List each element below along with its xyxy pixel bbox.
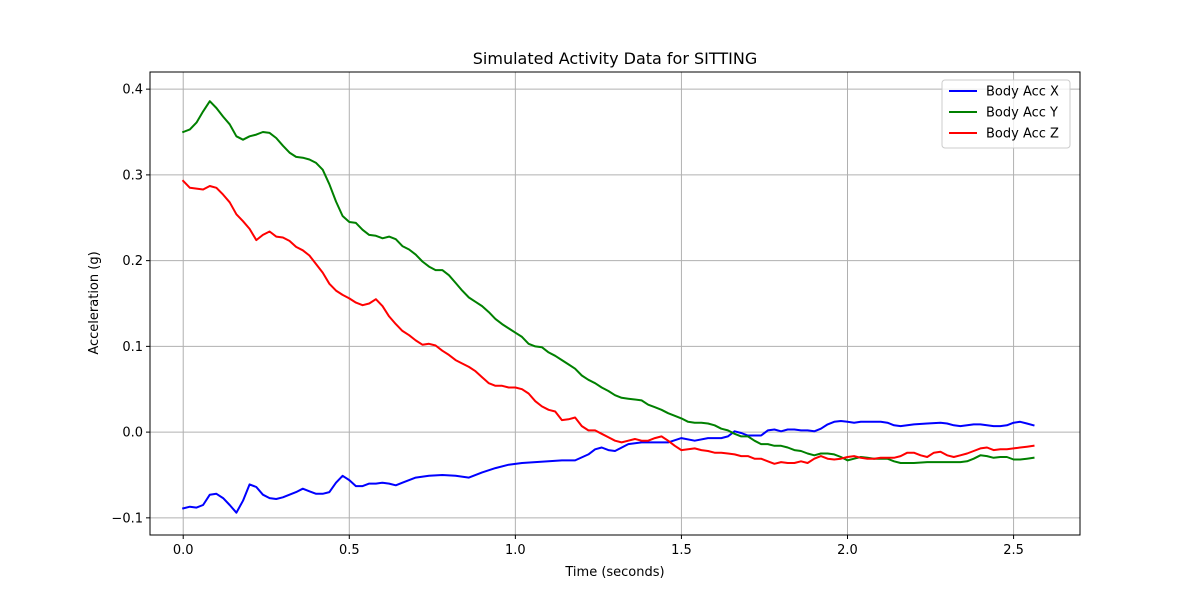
series-line-body-acc-z	[181, 179, 1035, 465]
legend-box	[941, 79, 1071, 149]
x-tick-label: 1.0	[505, 543, 526, 558]
chart-title: Simulated Activity Data for SITTING	[473, 49, 757, 68]
x-tick-label: 2.5	[1003, 543, 1024, 558]
y-tick-label: 0.3	[122, 168, 143, 183]
series-lines	[181, 100, 1035, 514]
legend-label-body-acc-y: Body Acc Y	[986, 106, 1058, 121]
y-tick-label: −0.1	[111, 511, 143, 526]
legend-label-body-acc-x: Body Acc X	[986, 85, 1059, 100]
x-tick-label: 1.5	[671, 543, 692, 558]
legend-label-body-acc-z: Body Acc Z	[986, 127, 1059, 142]
y-tick-label: 0.1	[122, 340, 143, 355]
x-axis-label: Time (seconds)	[564, 565, 664, 580]
y-tick-label: 0.4	[122, 83, 143, 98]
y-tick-label: 0.2	[122, 254, 143, 269]
series-line-body-acc-x	[181, 420, 1035, 514]
x-tick-label: 2.0	[837, 543, 858, 558]
grid	[150, 72, 1080, 535]
x-tick-label: 0.0	[173, 543, 194, 558]
axes-frame	[149, 71, 1081, 536]
legend: Body Acc X Body Acc Y Body Acc Z	[941, 79, 1071, 149]
y-axis-label: Acceleration (g)	[87, 251, 102, 354]
ticks: 0.0 0.5 1.0 1.5 2.0 2.5 −0.1 0.0 0.1 0.2 0.3 0.4	[111, 83, 1023, 558]
y-tick-label: 0.0	[122, 426, 143, 441]
x-tick-label: 0.5	[339, 543, 360, 558]
